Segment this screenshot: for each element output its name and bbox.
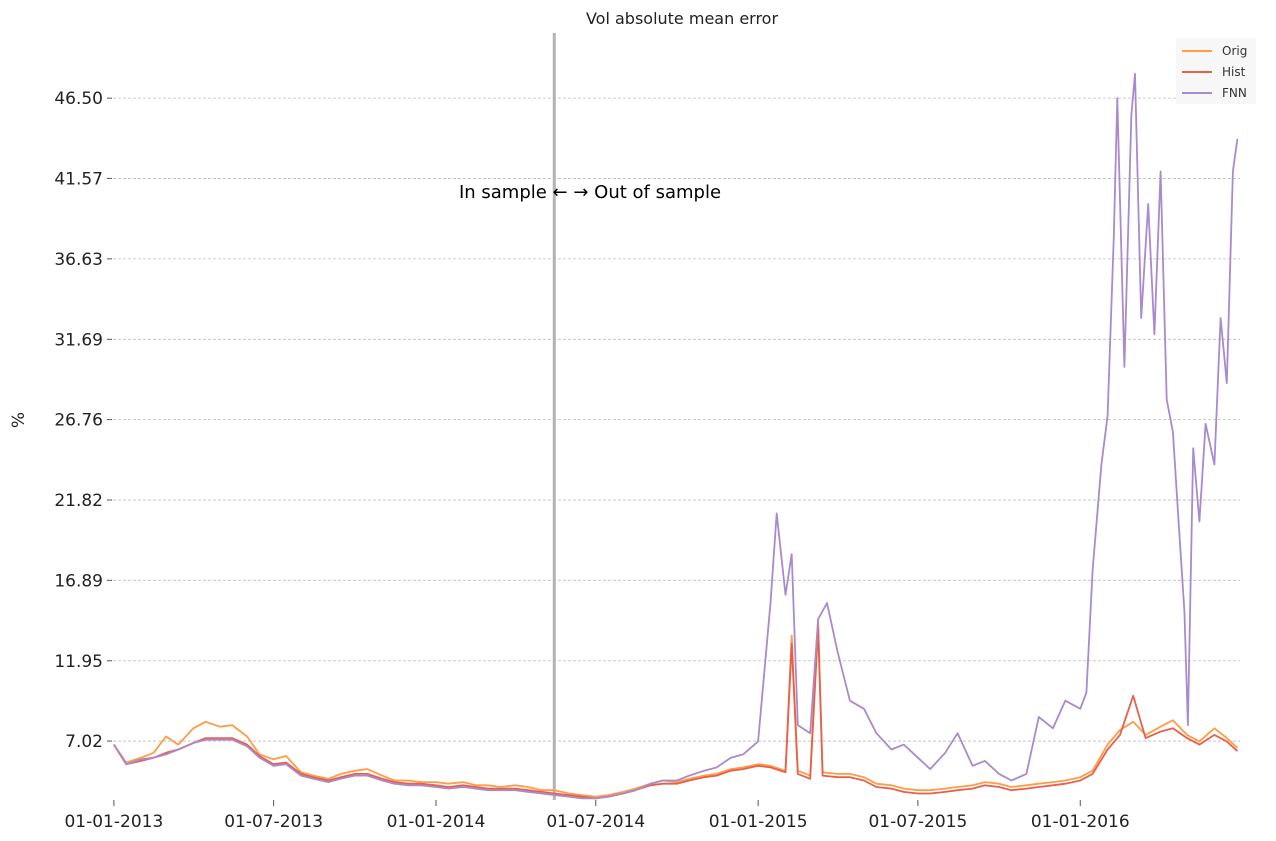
x-tick-label: 01-01-2016 — [1031, 812, 1130, 832]
legend-entry: Hist — [1222, 65, 1246, 79]
legend-entry: FNN — [1222, 86, 1247, 100]
y-axis-ticks: 7.02 11.95 16.89 21.82 26.76 31.69 36.63 41.57 4… — [54, 89, 112, 752]
x-axis-ticks: 01-01-2013 01-07-2013 01-01-2014 01-07-2014… — [64, 800, 1130, 832]
series-line-hist — [113, 626, 1239, 800]
y-tick-label: 11.95 — [54, 652, 103, 672]
grid-lines — [113, 97, 1240, 742]
x-tick-label: 01-01-2014 — [387, 812, 486, 832]
x-tick-label: 01-01-2013 — [64, 812, 163, 832]
x-tick-label: 01-01-2015 — [709, 812, 808, 832]
y-axis-label: % — [9, 412, 29, 428]
y-tick-label: 31.69 — [54, 330, 103, 350]
y-tick-label: 46.50 — [54, 89, 103, 109]
series-lines — [113, 72, 1239, 800]
y-tick-label: 7.02 — [65, 732, 103, 752]
y-tick-label: 26.76 — [54, 411, 103, 431]
y-tick-label: 16.89 — [54, 571, 103, 591]
y-tick-label: 21.82 — [54, 491, 103, 511]
chart-title: Vol absolute mean error — [586, 9, 779, 28]
legend: Orig Hist FNN — [1176, 38, 1256, 104]
series-line-fnn — [113, 72, 1239, 800]
legend-entry: Orig — [1222, 44, 1247, 58]
sample-split-annotation: In sample ← → Out of sample — [459, 182, 721, 203]
x-tick-label: 01-07-2013 — [224, 812, 323, 832]
x-tick-label: 01-07-2014 — [546, 812, 645, 832]
y-tick-label: 41.57 — [54, 169, 103, 189]
x-tick-label: 01-07-2015 — [868, 812, 967, 832]
series-line-orig — [113, 618, 1239, 798]
y-tick-label: 36.63 — [54, 250, 103, 270]
